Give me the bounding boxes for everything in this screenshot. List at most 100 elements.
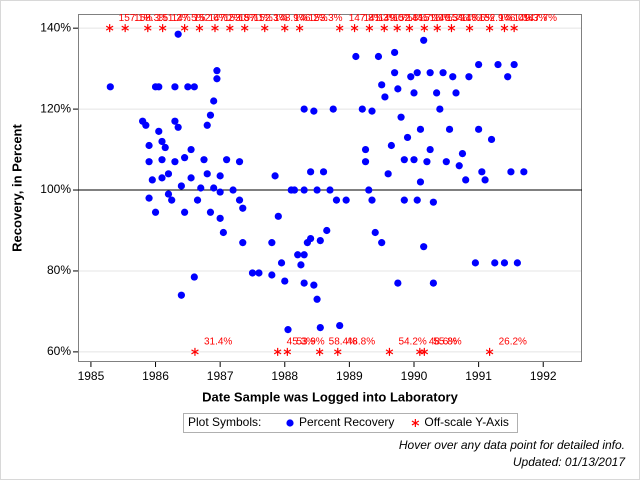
data-point [481, 176, 489, 184]
data-point [455, 162, 463, 170]
x-axis-label: Date Sample was Logged into Laboratory [202, 389, 458, 404]
data-point [300, 186, 308, 194]
data-point [326, 186, 334, 194]
data-point [510, 60, 518, 69]
data-point [190, 273, 198, 281]
data-point [310, 107, 318, 115]
off-scale-point [121, 24, 129, 33]
data-point [181, 154, 189, 162]
data-point [378, 81, 386, 89]
legend-label: Off-scale Y-Axis [424, 415, 508, 429]
x-tick-label: 1985 [78, 369, 105, 383]
data-point [171, 158, 179, 166]
point-label: 149.0% [378, 13, 412, 24]
data-point [494, 60, 502, 69]
off-scale-point [105, 24, 114, 33]
point-label: 141.3% [364, 13, 398, 24]
off-scale-point [350, 24, 359, 33]
data-point [145, 158, 153, 166]
y-tick-label: 80% [47, 263, 71, 277]
data-point [281, 277, 289, 285]
point-label: 152.8% [393, 13, 427, 24]
data-point [394, 85, 402, 93]
data-point [307, 168, 315, 176]
data-point [407, 73, 415, 81]
data-point [300, 251, 308, 259]
data-point [391, 69, 399, 77]
data-point [319, 168, 328, 176]
data-point [500, 259, 509, 267]
data-point [239, 204, 247, 212]
data-point [145, 194, 153, 202]
data-point [158, 174, 166, 182]
y-axis-label: Recovery, in Percent [9, 124, 24, 252]
off-scale-point [510, 24, 518, 33]
legend-title: Plot Symbols: [188, 415, 261, 429]
data-point [213, 67, 221, 75]
off-scale-point [191, 347, 199, 356]
off-scale-point [144, 24, 152, 33]
off-scale-point [295, 24, 304, 33]
point-label: 157.1% [239, 13, 273, 24]
data-point [151, 208, 160, 216]
data-point [475, 125, 483, 133]
data-point [284, 326, 292, 334]
data-point [216, 188, 224, 196]
data-point [410, 156, 418, 164]
off-scale-point [420, 24, 429, 33]
data-point [184, 83, 192, 91]
data-point [106, 83, 114, 91]
data-point [206, 111, 215, 119]
data-point [235, 158, 244, 166]
off-scale-point [180, 24, 189, 33]
point-label: 144.7% [406, 13, 440, 24]
data-point [323, 226, 331, 235]
point-label: 157.1% [119, 13, 153, 24]
point-label: 152.9% [479, 13, 513, 24]
off-scale-point [333, 347, 342, 356]
data-point [329, 105, 337, 113]
data-point [387, 141, 395, 150]
data-point [206, 208, 215, 216]
data-point [177, 291, 185, 299]
off-scale-point [211, 24, 219, 33]
data-point [268, 271, 276, 279]
data-point [310, 281, 318, 289]
off-scale-point [420, 347, 429, 356]
data-point [420, 36, 428, 44]
data-point [361, 145, 370, 154]
x-tick-label: 1988 [271, 369, 298, 383]
data-point [271, 172, 279, 180]
data-point [158, 137, 166, 146]
point-label: 146.2% [294, 13, 328, 24]
data-point [436, 105, 444, 113]
off-scale-point [260, 24, 269, 33]
data-point [413, 196, 421, 204]
point-label: 148.9% [274, 13, 308, 24]
off-scale-point [485, 24, 494, 33]
data-point [277, 259, 286, 267]
data-point [368, 107, 376, 115]
off-scale-point [405, 24, 414, 33]
off-scale-point [195, 24, 204, 33]
data-point [216, 172, 224, 180]
point-label: 58.4% [329, 337, 357, 348]
data-point [381, 93, 389, 101]
data-point [235, 196, 244, 204]
off-scale-point [281, 24, 289, 33]
off-scale-point [380, 24, 389, 33]
data-point [313, 295, 321, 303]
data-point [416, 178, 425, 186]
data-point [313, 186, 321, 194]
point-label: 48.8% [347, 337, 375, 348]
data-point [171, 83, 179, 91]
off-scale-point [273, 347, 282, 356]
data-point [491, 259, 499, 267]
data-point [216, 214, 224, 222]
data-point [274, 212, 282, 220]
data-point [181, 208, 189, 216]
y-tick-label: 140% [40, 20, 71, 34]
data-point [371, 228, 379, 237]
legend-box [183, 413, 518, 433]
point-label: 54.2% [398, 337, 426, 348]
